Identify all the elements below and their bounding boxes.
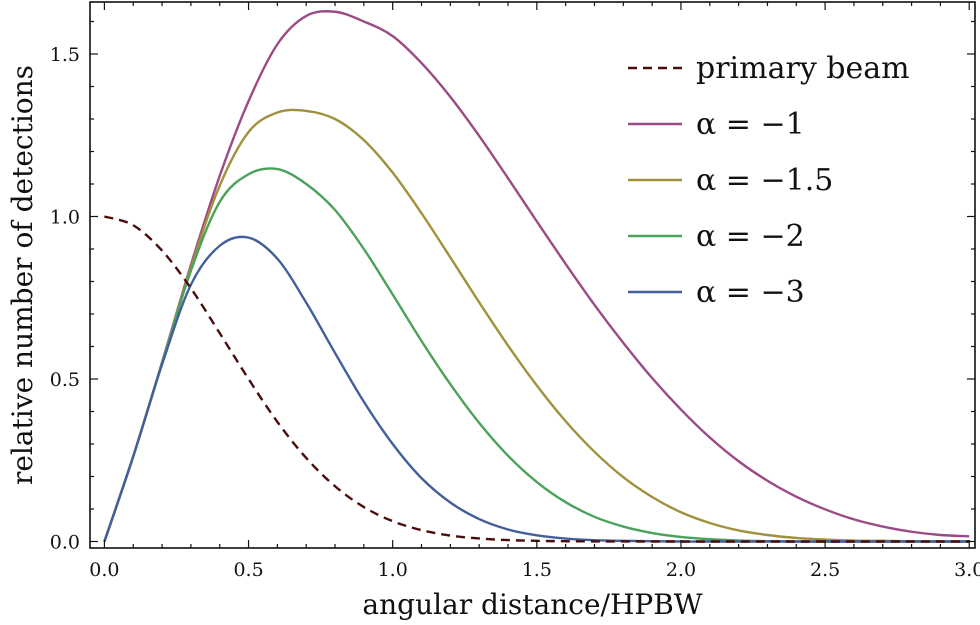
- x-tick-label: 0.5: [233, 559, 263, 581]
- y-tick-label: 1.0: [50, 207, 80, 229]
- axis-tick-labels: 0.0 0.5 1.0 1.5 2.0 2.5 3.0 0.0 0.5 1.0 1.5: [50, 44, 980, 581]
- y-tick-label: 0.5: [50, 369, 80, 391]
- legend: primary beam α = −1 α = −1.5 α = −2 α = −3: [628, 51, 910, 310]
- x-tick-label: 1.0: [378, 559, 408, 581]
- series-line-0: [104, 215, 970, 543]
- x-tick-label: 0.0: [89, 559, 119, 581]
- x-tick-label: 3.0: [954, 559, 980, 581]
- legend-label-3: α = −2: [696, 219, 805, 254]
- axis-ticks: [90, 2, 975, 548]
- y-tick-label: 0.0: [50, 532, 80, 554]
- plot-lines: [103, 10, 970, 543]
- y-axis-title: relative number of detections: [6, 65, 39, 485]
- legend-label-1: α = −1: [696, 107, 805, 142]
- x-tick-label: 2.5: [810, 559, 840, 581]
- series-line-1: [103, 10, 970, 542]
- x-tick-label: 2.0: [666, 559, 696, 581]
- y-tick-label: 1.5: [50, 44, 80, 66]
- series-line-4: [103, 235, 970, 543]
- series-line-2: [103, 108, 970, 543]
- x-axis-title: angular distance/HPBW: [362, 588, 702, 621]
- legend-label-4: α = −3: [696, 275, 805, 310]
- legend-label-2: α = −1.5: [696, 163, 833, 198]
- plot-frame: [89, 1, 976, 549]
- legend-label-0: primary beam: [696, 51, 910, 86]
- x-tick-label: 1.5: [522, 559, 552, 581]
